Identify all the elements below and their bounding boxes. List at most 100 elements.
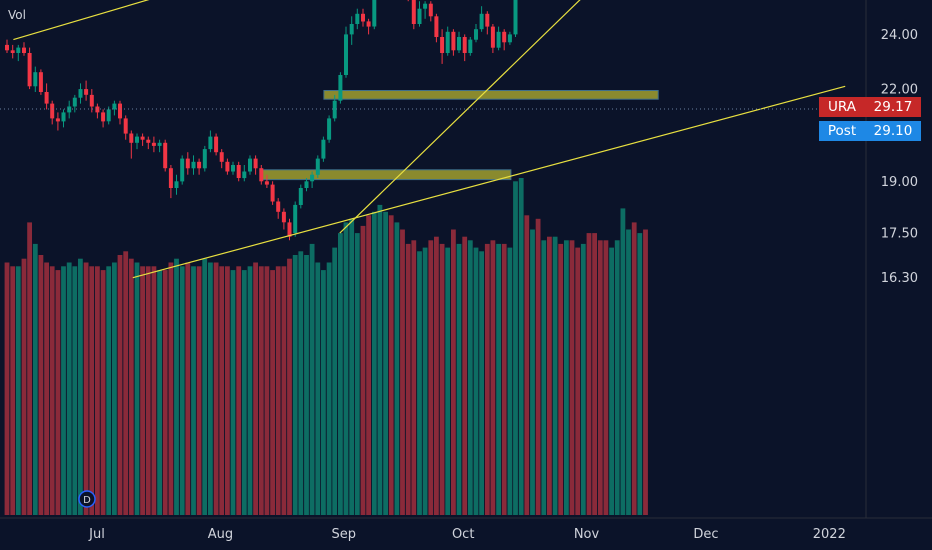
trend-line[interactable] (339, 0, 706, 234)
volume-bar (61, 266, 66, 515)
volume-bar (236, 266, 242, 515)
volume-bar (507, 247, 513, 515)
candle (411, 0, 416, 30)
candle (163, 139, 168, 172)
volume-bar (219, 266, 225, 515)
volume-bar (89, 266, 95, 515)
price-tick-label: 19.00 (881, 175, 918, 190)
candle (502, 29, 507, 51)
volume-bar (321, 270, 326, 515)
volume-bar (343, 222, 349, 515)
volume-bar (518, 178, 524, 515)
candle (264, 174, 269, 188)
volume-bar (445, 247, 451, 515)
time-tick-label: Sep (332, 527, 357, 542)
event-marker[interactable]: D (78, 490, 96, 508)
volume-bar (258, 266, 264, 515)
candle (355, 8, 360, 30)
candle (185, 152, 190, 175)
candle (89, 89, 94, 113)
trend-line[interactable] (132, 85, 846, 279)
volume-bar (27, 222, 32, 515)
volume-bar (15, 266, 21, 515)
candle (236, 161, 241, 182)
volume-bar (264, 266, 270, 515)
support-zone[interactable] (323, 90, 659, 100)
candle (27, 47, 32, 90)
volume-bar (208, 262, 213, 515)
candle (16, 44, 21, 62)
volume-bar (405, 243, 411, 515)
volume-bar (270, 270, 275, 515)
post-market-tag: Post 29.10 (819, 121, 921, 141)
volume-bar (202, 258, 208, 515)
trend-line[interactable] (13, 0, 702, 41)
volume-bar (354, 233, 360, 515)
time-axis: Jul Aug Sep Oct Nov Dec 2022 (88, 527, 846, 542)
volume-bar (643, 229, 648, 515)
candle (123, 115, 128, 140)
candle (84, 80, 89, 101)
candle (496, 26, 501, 51)
volume-bar (106, 266, 112, 515)
volume-bar (145, 266, 151, 515)
candle (248, 155, 252, 175)
time-tick-label: Dec (693, 527, 718, 542)
candle (507, 31, 512, 45)
volume-bar (349, 218, 355, 516)
volume-bar (490, 240, 496, 516)
candle (214, 133, 219, 156)
volume-bar (609, 247, 614, 515)
candle (38, 69, 43, 95)
volume-bar (580, 243, 586, 515)
candle (151, 136, 156, 153)
candle (298, 184, 303, 209)
candle (208, 130, 213, 153)
candle (146, 136, 151, 150)
volume-bar (371, 211, 377, 516)
volume-bar (501, 243, 507, 515)
candle (321, 136, 326, 162)
candle (191, 155, 196, 175)
support-zone[interactable] (259, 169, 512, 181)
candle (344, 26, 348, 78)
volume-bar (275, 266, 281, 515)
volume-bar (496, 243, 501, 515)
volume-bar (462, 236, 468, 515)
candle (281, 208, 286, 230)
volume-bar (603, 240, 609, 516)
candle (61, 109, 66, 128)
volume-bar (281, 266, 287, 515)
candle (72, 94, 77, 113)
volume-bar (100, 270, 106, 515)
volume-bar (117, 255, 123, 515)
volume-bar (631, 222, 637, 515)
volume-label: Vol (8, 8, 26, 22)
price-tick-label: 22.00 (881, 83, 918, 98)
candle (417, 1, 422, 27)
volume-bar (78, 258, 83, 515)
candle (259, 165, 264, 185)
candle (112, 100, 117, 116)
candle (445, 26, 450, 56)
candle (304, 178, 309, 192)
volume-bar (326, 262, 332, 515)
volume-bar (253, 262, 258, 515)
candle (513, 0, 518, 37)
candle (462, 34, 467, 62)
candle (5, 39, 9, 53)
volume-bar (417, 251, 422, 516)
volume-bar (569, 240, 575, 516)
volume-bar (225, 266, 230, 515)
candle (95, 103, 100, 119)
candle (338, 72, 343, 104)
volume-bar (626, 229, 631, 515)
dividend-marker-icon[interactable] (78, 490, 96, 508)
candle (180, 155, 185, 185)
volume-bar (614, 240, 620, 516)
candle (440, 29, 445, 64)
candle (428, 1, 433, 22)
volume-bar (287, 258, 292, 515)
